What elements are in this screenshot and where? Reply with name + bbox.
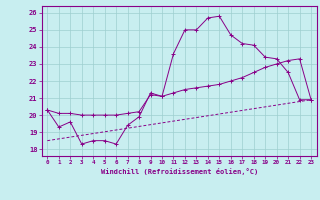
- X-axis label: Windchill (Refroidissement éolien,°C): Windchill (Refroidissement éolien,°C): [100, 168, 258, 175]
